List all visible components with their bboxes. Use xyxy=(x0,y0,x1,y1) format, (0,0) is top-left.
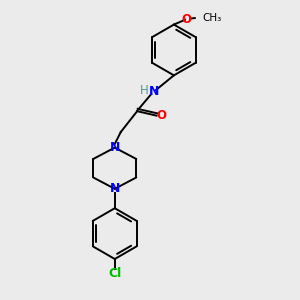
Text: Cl: Cl xyxy=(108,267,122,280)
Text: O: O xyxy=(157,109,166,122)
Text: H: H xyxy=(140,84,149,97)
Text: N: N xyxy=(110,182,120,195)
Text: O: O xyxy=(182,13,191,26)
Text: N: N xyxy=(110,141,120,154)
Text: N: N xyxy=(148,85,159,98)
Text: CH₃: CH₃ xyxy=(202,13,221,23)
